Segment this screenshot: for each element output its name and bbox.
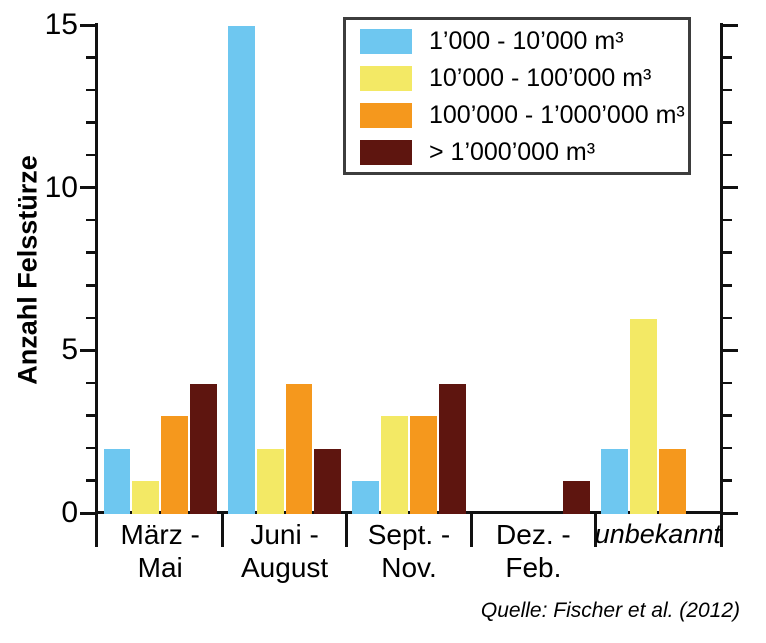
bar: [658, 448, 686, 514]
y-major-tick-right: [723, 511, 738, 515]
legend: 1’000 - 10’000 m³ 10’000 - 100’000 m³ 100’…: [343, 17, 691, 175]
y-minor-tick-right: [723, 121, 732, 124]
y-major-tick-right: [723, 23, 738, 27]
y-minor-tick-right: [723, 381, 732, 385]
y-minor-tick: [86, 251, 95, 254]
bar: [285, 383, 313, 514]
y-tick-label: 10: [44, 170, 78, 204]
y-minor-tick-right: [723, 414, 732, 417]
x-axis-category-label: Sept. - Nov.: [367, 519, 451, 583]
bar: [228, 26, 255, 514]
legend-item-label: > 1’000’000 m³: [429, 138, 596, 166]
category-divider: [594, 511, 598, 547]
y-minor-tick: [86, 88, 95, 92]
legend-color-swatch: [360, 66, 412, 91]
x-axis-category-label: unbekannt: [594, 519, 721, 549]
y-minor-tick-right: [723, 56, 732, 59]
bar: [601, 448, 628, 514]
legend-color-swatch: [360, 103, 412, 128]
bar: [563, 481, 590, 514]
y-minor-tick: [86, 56, 95, 59]
y-major-tick: [80, 348, 95, 352]
bar: [314, 448, 342, 514]
y-tick-label: 5: [61, 333, 78, 367]
source-citation: Quelle: Fischer et al. (2012): [480, 599, 740, 622]
legend-item: 10’000 - 100’000 m³: [360, 66, 688, 91]
y-major-tick: [80, 511, 95, 515]
y-minor-tick: [86, 414, 95, 417]
x-axis-category-label: Juni - August: [241, 519, 329, 583]
y-minor-tick-right: [723, 218, 732, 222]
y-tick-label: 0: [61, 496, 78, 529]
y-major-tick: [80, 23, 95, 27]
y-major-tick-right: [723, 186, 738, 190]
legend-color-swatch: [360, 140, 412, 165]
bar: [256, 448, 284, 514]
y-minor-tick-right: [723, 316, 732, 320]
y-minor-tick: [86, 284, 95, 287]
y-minor-tick: [86, 316, 95, 320]
y-minor-tick-right: [723, 479, 732, 482]
y-tick-label: 15: [44, 8, 78, 41]
bar: [630, 318, 657, 514]
y-axis-line: [95, 23, 98, 547]
y-minor-tick-right: [723, 446, 732, 450]
secondary-y-axis-line: [720, 23, 723, 547]
category-divider: [220, 511, 224, 547]
x-axis-category-label: März - Mai: [120, 519, 200, 583]
y-minor-tick: [86, 479, 95, 482]
legend-item: > 1’000’000 m³: [360, 140, 688, 165]
bar: [352, 481, 380, 514]
y-minor-tick: [86, 121, 95, 124]
y-minor-tick-right: [723, 88, 732, 92]
bar: [190, 383, 217, 514]
bar: [161, 416, 188, 514]
legend-color-swatch: [360, 29, 412, 54]
category-divider: [469, 511, 473, 547]
legend-item-label: 1’000 - 10’000 m³: [429, 27, 624, 55]
bar: [438, 383, 466, 514]
y-minor-tick-right: [723, 284, 732, 287]
bar: [103, 448, 131, 514]
y-minor-tick-right: [723, 251, 732, 254]
y-minor-tick: [86, 446, 95, 450]
legend-item: 1’000 - 10’000 m³: [360, 29, 688, 54]
bar: [132, 481, 160, 514]
legend-item-label: 100’000 - 1’000’000 m³: [429, 101, 685, 129]
y-minor-tick: [86, 381, 95, 385]
bar: [410, 416, 437, 514]
y-major-tick: [80, 186, 95, 190]
category-divider: [345, 511, 349, 547]
y-major-tick-right: [723, 348, 738, 352]
y-minor-tick: [86, 218, 95, 222]
legend-item-label: 10’000 - 100’000 m³: [429, 64, 652, 92]
x-axis-category-label: Dez. - Feb.: [496, 519, 571, 583]
legend-item: 100’000 - 1’000’000 m³: [360, 103, 688, 128]
y-minor-tick-right: [723, 153, 732, 157]
x-axis-line: [95, 511, 723, 514]
bar: [381, 416, 408, 514]
y-minor-tick: [86, 153, 95, 157]
